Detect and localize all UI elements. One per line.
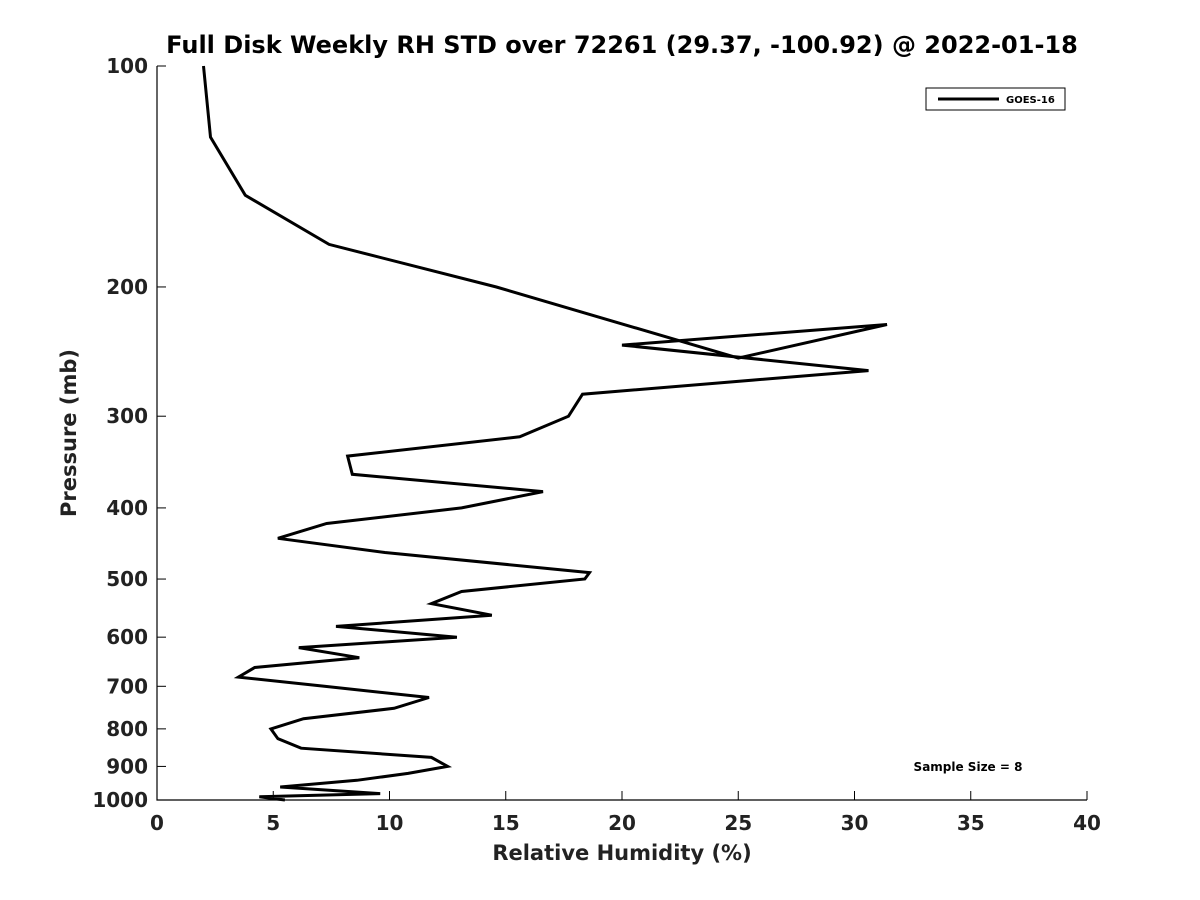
x-tick-label: 5 (266, 811, 280, 835)
plot-axes (156, 66, 1087, 801)
x-tick-label: 30 (841, 811, 869, 835)
y-tick-label: 200 (106, 275, 148, 299)
y-tick-label: 600 (106, 625, 148, 649)
x-axis-label: Relative Humidity (%) (492, 841, 751, 865)
x-tick-label: 40 (1073, 811, 1101, 835)
y-axis-ticks: 100 200 300 400 500 600 700 800 900 1000 (92, 54, 166, 812)
legend-label-goes16: GOES-16 (1006, 95, 1055, 106)
chart-title: Full Disk Weekly RH STD over 72261 (29.3… (166, 31, 1078, 59)
y-tick-label: 900 (106, 754, 148, 778)
y-tick-label: 400 (106, 496, 148, 520)
legend: GOES-16 (925, 87, 1066, 111)
x-axis-ticks: 0 5 10 15 20 25 30 35 40 (150, 791, 1101, 835)
y-tick-label: 100 (106, 54, 148, 78)
plot-area: 0 5 10 15 20 25 30 35 40 100 200 300 400 500 600 700 80… (92, 54, 1101, 835)
y-axis-label: Pressure (mb) (57, 349, 81, 517)
x-tick-label: 15 (492, 811, 520, 835)
series-layer (202, 65, 888, 802)
y-tick-label: 700 (106, 674, 148, 698)
x-tick-label: 10 (376, 811, 404, 835)
x-tick-label: 20 (608, 811, 636, 835)
y-tick-label: 800 (106, 717, 148, 741)
x-tick-label: 35 (957, 811, 985, 835)
x-tick-label: 0 (150, 811, 164, 835)
y-tick-label: 500 (106, 567, 148, 591)
series-line-goes-16 (202, 65, 888, 802)
x-tick-label: 25 (724, 811, 752, 835)
y-tick-label: 300 (106, 404, 148, 428)
y-tick-label: 1000 (92, 788, 148, 812)
sample-size-annotation: Sample Size = 8 (914, 760, 1023, 774)
